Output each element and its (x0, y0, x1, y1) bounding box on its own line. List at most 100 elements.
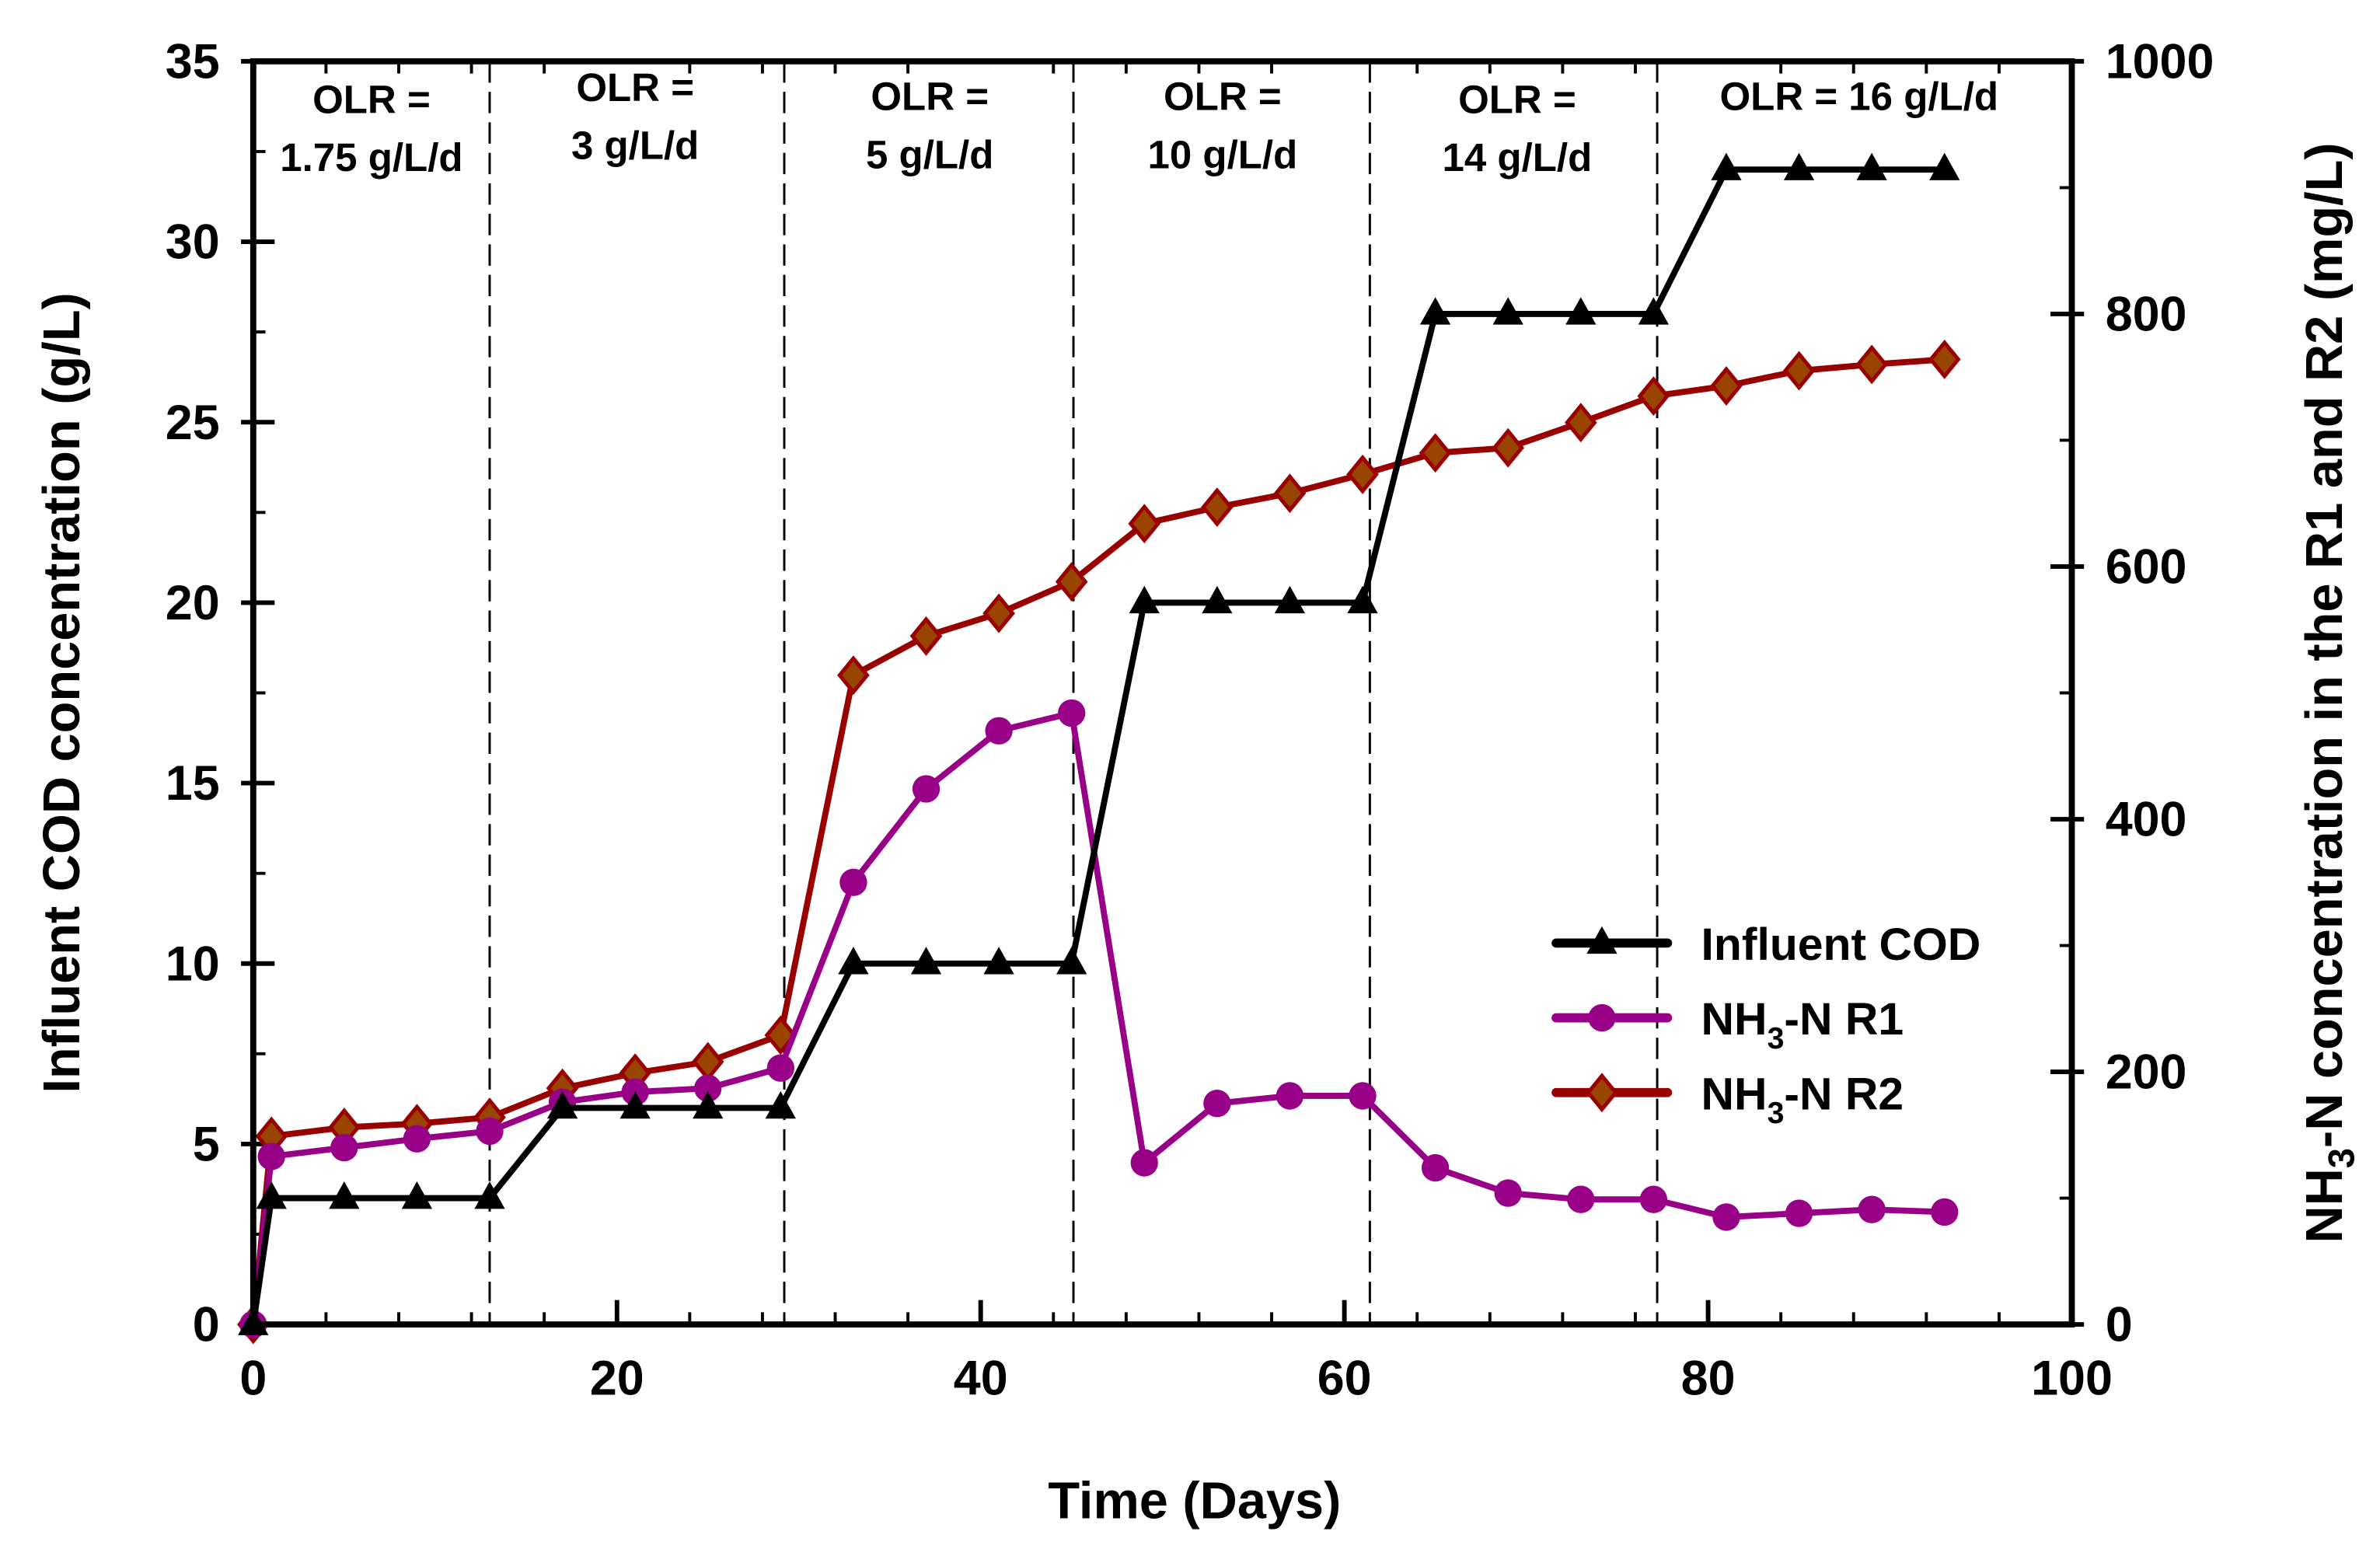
data-point-influent-cod (693, 1090, 724, 1119)
y-right-tick-label: 600 (2106, 540, 2187, 595)
data-point-nh3-n-r1 (1349, 1082, 1377, 1110)
data-point-influent-cod (329, 1181, 360, 1209)
data-point-influent-cod (1856, 152, 1887, 180)
olr-annotation: 10 g/L/d (1147, 132, 1297, 176)
y-left-tick-label: 10 (166, 937, 220, 991)
legend-label-part: -N R2 (1784, 1069, 1904, 1119)
legend-marker-influent-cod (1586, 926, 1617, 954)
x-tick-label: 60 (1317, 1351, 1372, 1405)
data-point-nh3-n-r1 (403, 1125, 431, 1153)
y-left-tick-label: 30 (166, 215, 220, 270)
data-point-influent-cod (1783, 152, 1815, 180)
olr-annotation: 5 g/L/d (866, 132, 993, 176)
data-point-influent-cod (1129, 585, 1160, 614)
data-point-influent-cod (1929, 152, 1960, 180)
y-left-tick-label: 35 (166, 34, 220, 89)
data-point-nh3-n-r1 (1058, 699, 1086, 727)
data-point-nh3-n-r1 (1858, 1195, 1886, 1223)
olr-annotation: 3 g/L/d (571, 124, 699, 168)
data-point-nh3-n-r1 (1130, 1149, 1158, 1177)
data-point-nh3-n-r1 (1203, 1090, 1231, 1118)
data-point-nh3-n-r1 (476, 1117, 504, 1146)
data-point-nh3-n-r1 (985, 717, 1013, 745)
data-point-nh3-n-r2 (1855, 344, 1888, 385)
x-axis-label: Time (Days) (1048, 1472, 1341, 1530)
data-point-influent-cod (474, 1181, 505, 1209)
data-point-influent-cod (838, 947, 869, 975)
x-tick-label: 40 (954, 1351, 1008, 1405)
legend-label-part: -N R1 (1784, 994, 1904, 1045)
y-right-tick-label: 800 (2106, 288, 2187, 342)
data-point-nh3-n-r1 (1639, 1185, 1668, 1213)
y-right-tick-label: 1000 (2106, 34, 2214, 89)
data-point-influent-cod (1202, 585, 1233, 614)
data-point-nh3-n-r1 (330, 1133, 358, 1162)
data-point-nh3-n-r1 (1494, 1179, 1522, 1207)
legend-label-nh3-n-r1: NH3-N R1 (1701, 994, 1904, 1055)
olr-annotation: OLR = (1458, 78, 1576, 122)
data-point-influent-cod (401, 1181, 433, 1209)
data-point-nh3-n-r2 (1055, 562, 1088, 602)
data-point-nh3-n-r2 (1782, 351, 1816, 391)
olr-annotation: OLR = 16 g/L/d (1719, 75, 1998, 119)
data-point-nh3-n-r2 (1273, 473, 1307, 514)
data-point-nh3-n-r1 (257, 1143, 285, 1170)
olr-annotation: 1.75 g/L/d (280, 135, 462, 180)
data-point-nh3-n-r2 (1419, 433, 1452, 473)
legend-marker-nh3-n-r2 (1586, 1073, 1618, 1113)
series-line-nh3-n-r1 (250, 710, 1945, 1325)
data-point-influent-cod (983, 947, 1014, 975)
data-point-influent-cod (1711, 152, 1742, 180)
legend-marker-nh3-n-r1 (1588, 1003, 1616, 1032)
data-point-nh3-n-r1 (694, 1074, 722, 1102)
data-point-nh3-n-r1 (1421, 1153, 1450, 1182)
x-tick-label: 100 (2031, 1351, 2113, 1405)
data-point-nh3-n-r2 (1637, 376, 1670, 417)
data-point-influent-cod (1056, 947, 1087, 975)
y-left-tick-label: 20 (166, 576, 220, 630)
legend-label-part: 3 (1768, 1096, 1785, 1130)
data-point-influent-cod (1347, 585, 1378, 614)
olr-annotation: OLR = (312, 78, 431, 122)
data-point-influent-cod (910, 947, 942, 975)
data-point-nh3-n-r1 (1275, 1082, 1304, 1110)
data-point-influent-cod (619, 1090, 651, 1119)
y-right-tick-label: 0 (2106, 1298, 2133, 1352)
legend-label-part: NH (1701, 1069, 1768, 1119)
data-point-nh3-n-r1 (839, 868, 867, 896)
y-right-tick-label: 400 (2106, 793, 2187, 847)
data-point-nh3-n-r1 (766, 1054, 795, 1082)
legend-label-nh3-n-r2: NH3-N R2 (1701, 1069, 1904, 1130)
y-left-tick-label: 15 (166, 756, 220, 811)
plot-frame (250, 58, 2075, 1328)
data-point-nh3-n-r1 (912, 775, 940, 803)
data-point-nh3-n-r2 (909, 616, 943, 656)
data-point-influent-cod (256, 1181, 287, 1209)
data-point-nh3-n-r2 (1128, 504, 1161, 544)
x-tick-label: 80 (1681, 1351, 1736, 1405)
y-left-tick-label: 5 (193, 1118, 220, 1172)
x-tick-label: 20 (590, 1351, 644, 1405)
data-point-nh3-n-r1 (1931, 1198, 1959, 1226)
data-point-nh3-n-r2 (1492, 427, 1525, 468)
olr-annotation: OLR = (576, 65, 694, 110)
data-point-nh3-n-r2 (837, 655, 870, 696)
data-point-influent-cod (1274, 585, 1306, 614)
x-tick-label: 0 (239, 1351, 267, 1405)
y-left-tick-label: 0 (193, 1298, 220, 1352)
legend-label-part: 3 (1768, 1021, 1785, 1055)
legend-label-part: Influent COD (1701, 919, 1981, 970)
y-right-tick-label: 200 (2106, 1045, 2187, 1100)
data-point-nh3-n-r2 (1710, 366, 1743, 406)
y-axis-left-label: Influent COD concentration (g/L) (33, 292, 91, 1093)
data-point-influent-cod (546, 1090, 578, 1119)
data-point-nh3-n-r1 (1712, 1203, 1740, 1231)
series-line-influent-cod (250, 166, 1945, 1325)
olr-annotation: OLR = (871, 75, 989, 119)
data-point-influent-cod (1419, 297, 1451, 325)
olr-annotation: OLR = (1164, 75, 1282, 119)
data-point-nh3-n-r2 (691, 1041, 724, 1082)
data-point-nh3-n-r2 (1928, 339, 1961, 379)
olr-annotation: 14 g/L/d (1443, 135, 1593, 180)
